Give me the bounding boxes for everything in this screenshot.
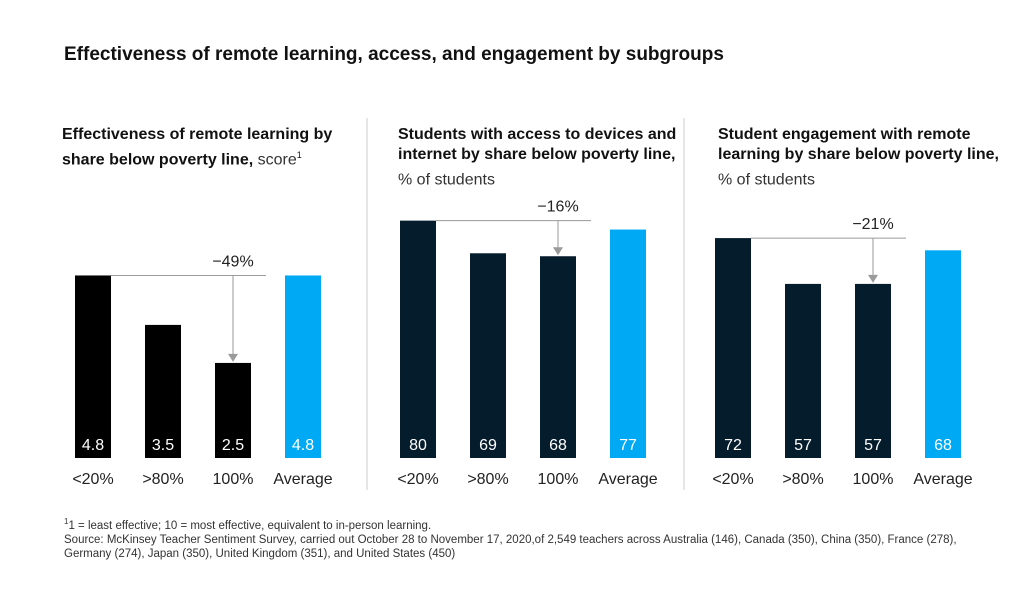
category-label-2-average: Average (598, 471, 657, 488)
panel-title-engagement: Student engagement with remote learning … (718, 126, 999, 189)
footnote: 11 = least effective; 10 = most effectiv… (64, 517, 957, 560)
bar-2-average (610, 229, 646, 458)
value-label-2-lt20pct: 80 (409, 437, 427, 454)
value-label-1-100pct: 2.5 (222, 437, 244, 454)
value-label-2-average: 77 (619, 437, 637, 454)
category-label-3-gt80pct: >80% (782, 471, 823, 488)
category-label-1-gt80pct: >80% (142, 471, 183, 488)
panel-title-effectiveness: Effectiveness of remote learning by shar… (62, 126, 333, 169)
bar-2-lt20pct (400, 220, 436, 458)
bar-1-lt20pct (75, 275, 111, 458)
category-label-2-100pct: 100% (538, 471, 579, 488)
bar-3-gt80pct (785, 283, 821, 458)
bar-1-average (285, 275, 321, 458)
bar-3-lt20pct (715, 238, 751, 458)
bar-2-gt80pct (470, 253, 506, 458)
change-annotation-3: −21% (852, 216, 893, 233)
value-label-3-100pct: 57 (864, 437, 882, 454)
bar-2-100pct (540, 256, 576, 458)
value-label-2-gt80pct: 69 (479, 437, 497, 454)
value-label-3-gt80pct: 57 (794, 437, 812, 454)
bar-3-100pct (855, 283, 891, 458)
category-label-3-lt20pct: <20% (712, 471, 753, 488)
category-label-1-100pct: 100% (213, 471, 254, 488)
value-label-3-lt20pct: 72 (724, 437, 742, 454)
value-label-1-gt80pct: 3.5 (152, 437, 174, 454)
category-label-3-average: Average (913, 471, 972, 488)
change-annotation-1: −49% (212, 253, 253, 270)
arrow-head-1 (228, 353, 238, 362)
panel-title-access: Students with access to devices and inte… (398, 126, 677, 189)
arrow-head-3 (868, 274, 878, 283)
value-label-3-average: 68 (934, 437, 952, 454)
chart-title: Effectiveness of remote learning, access… (64, 44, 724, 65)
category-label-2-lt20pct: <20% (397, 471, 438, 488)
category-label-3-100pct: 100% (853, 471, 894, 488)
change-annotation-2: −16% (537, 199, 578, 216)
value-label-1-lt20pct: 4.8 (82, 437, 104, 454)
arrow-head-2 (553, 247, 563, 256)
bar-1-100pct (215, 362, 251, 458)
value-label-2-100pct: 68 (549, 437, 567, 454)
category-label-2-gt80pct: >80% (467, 471, 508, 488)
category-label-1-average: Average (273, 471, 332, 488)
value-label-1-average: 4.8 (292, 437, 314, 454)
category-label-1-lt20pct: <20% (72, 471, 113, 488)
bar-1-gt80pct (145, 324, 181, 458)
bar-3-average (925, 250, 961, 458)
